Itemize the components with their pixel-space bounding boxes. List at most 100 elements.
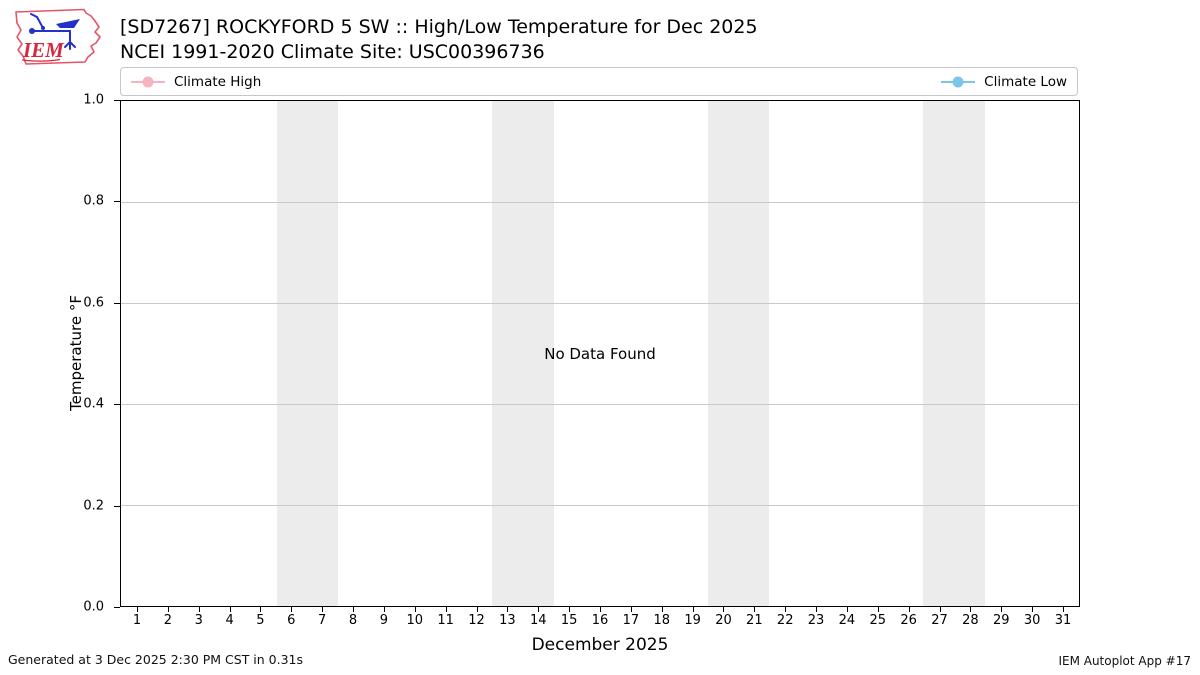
x-tick-label: 5 xyxy=(256,613,265,628)
x-tick-mark xyxy=(785,607,787,612)
x-tick-label: 8 xyxy=(348,613,358,628)
x-tick-label: 14 xyxy=(529,613,547,628)
gridline xyxy=(121,404,1079,405)
weather-vane-icon xyxy=(30,13,76,50)
x-tick-mark xyxy=(723,607,725,612)
x-tick-mark xyxy=(136,607,138,612)
x-tick-label: 2 xyxy=(163,613,172,628)
x-tick-label: 12 xyxy=(468,613,485,628)
x-tick-label: 6 xyxy=(287,613,296,628)
x-tick-mark xyxy=(1063,607,1065,612)
x-tick-label: 1 xyxy=(132,613,142,628)
x-tick-mark xyxy=(414,607,416,612)
x-tick-label: 26 xyxy=(900,613,917,628)
x-tick-label: 17 xyxy=(622,613,640,628)
iem-logo: IEM xyxy=(15,8,101,65)
gridline xyxy=(121,202,1079,203)
climate-low-marker-icon xyxy=(941,76,976,88)
x-tick-mark xyxy=(846,607,848,612)
x-tick-mark xyxy=(229,607,231,612)
x-tick-mark xyxy=(291,607,293,612)
chart-title: [SD7267] ROCKYFORD 5 SW :: High/Low Temp… xyxy=(120,16,758,38)
x-tick-label: 20 xyxy=(715,613,732,628)
x-tick-mark xyxy=(476,607,478,612)
y-tick-mark xyxy=(114,607,120,608)
y-tick-label: 0.2 xyxy=(83,498,104,514)
y-tick-mark xyxy=(114,100,120,101)
x-tick-label: 13 xyxy=(499,613,516,628)
y-tick-label: 0.8 xyxy=(83,193,104,209)
x-tick-mark xyxy=(198,607,200,612)
x-tick-mark xyxy=(939,607,941,612)
x-tick-mark xyxy=(445,607,447,612)
y-tick-mark xyxy=(114,404,120,406)
legend: Climate High Climate Low xyxy=(120,67,1078,96)
gridline xyxy=(121,505,1079,506)
x-tick-label: 24 xyxy=(838,613,856,628)
x-tick-mark xyxy=(630,607,632,612)
logo-text: IEM xyxy=(22,38,65,62)
x-tick-label: 7 xyxy=(318,613,327,628)
x-axis-tick-labels: 1 2 3 4 5 6 7 8 9 10 11 12 13 14 15 16 17 18 19 20 21 22 23 24 2… xyxy=(120,613,1080,629)
x-tick-mark xyxy=(908,607,910,612)
generated-timestamp: Generated at 3 Dec 2025 2:30 PM CST in 0… xyxy=(8,652,304,667)
logo-underline xyxy=(21,58,61,62)
x-tick-label: 4 xyxy=(225,613,234,628)
x-tick-label: 16 xyxy=(591,613,609,628)
weekend-band xyxy=(923,101,986,606)
x-tick-label: 3 xyxy=(194,613,203,628)
x-tick-label: 31 xyxy=(1054,613,1072,628)
x-tick-mark xyxy=(569,607,571,612)
legend-label-climate-low: Climate Low xyxy=(984,73,1067,90)
x-tick-mark xyxy=(1032,607,1034,612)
legend-entry-climate-high: Climate High xyxy=(131,74,261,90)
x-tick-label: 27 xyxy=(931,613,948,628)
x-tick-mark xyxy=(353,607,355,612)
x-tick-label: 29 xyxy=(993,613,1010,628)
y-tick-label: 0.4 xyxy=(83,396,104,412)
vane-hub-dot xyxy=(29,28,35,34)
title-block: [SD7267] ROCKYFORD 5 SW :: High/Low Temp… xyxy=(120,15,758,65)
x-tick-mark xyxy=(970,607,972,612)
legend-label-climate-high: Climate High xyxy=(174,73,262,90)
x-tick-mark xyxy=(260,607,262,612)
y-axis-tick-marks xyxy=(114,100,120,608)
y-tick-label: 1.0 xyxy=(83,92,104,108)
vane-joint-dot xyxy=(41,26,45,30)
weekend-band xyxy=(492,101,554,606)
x-tick-label: 10 xyxy=(406,613,424,628)
x-tick-mark xyxy=(538,607,540,612)
x-tick-label: 22 xyxy=(776,613,794,628)
x-tick-mark xyxy=(322,607,324,612)
x-tick-mark xyxy=(754,607,756,612)
x-tick-mark xyxy=(1001,607,1003,612)
x-tick-mark xyxy=(507,607,509,612)
weekend-band xyxy=(276,101,339,606)
x-tick-label: 30 xyxy=(1023,613,1041,628)
y-tick-label: 0.0 xyxy=(83,599,104,615)
y-tick-mark xyxy=(114,505,120,507)
y-axis-title: Temperature °F xyxy=(67,295,85,411)
gridline xyxy=(121,303,1079,304)
y-tick-label: 0.6 xyxy=(83,295,104,311)
x-tick-mark xyxy=(661,607,663,612)
plot-area: No Data Found xyxy=(120,100,1080,607)
x-tick-label: 21 xyxy=(746,613,763,628)
x-tick-mark xyxy=(816,607,818,612)
y-tick-mark xyxy=(114,201,120,203)
x-tick-label: 11 xyxy=(437,613,454,628)
iowa-outline-shape xyxy=(15,8,101,65)
x-tick-label: 23 xyxy=(807,613,825,628)
x-tick-label: 28 xyxy=(962,613,979,628)
x-tick-mark xyxy=(600,607,601,612)
x-tick-mark xyxy=(167,607,169,612)
no-data-message: No Data Found xyxy=(544,344,656,363)
x-tick-mark xyxy=(692,607,694,612)
x-tick-label: 25 xyxy=(869,613,887,628)
x-tick-mark xyxy=(877,607,879,612)
x-axis-title: December 2025 xyxy=(531,635,669,655)
chart-subtitle: NCEI 1991-2020 Climate Site: USC00396736 xyxy=(120,41,545,63)
x-tick-label: 15 xyxy=(560,613,578,628)
vane-pointer xyxy=(56,19,80,28)
